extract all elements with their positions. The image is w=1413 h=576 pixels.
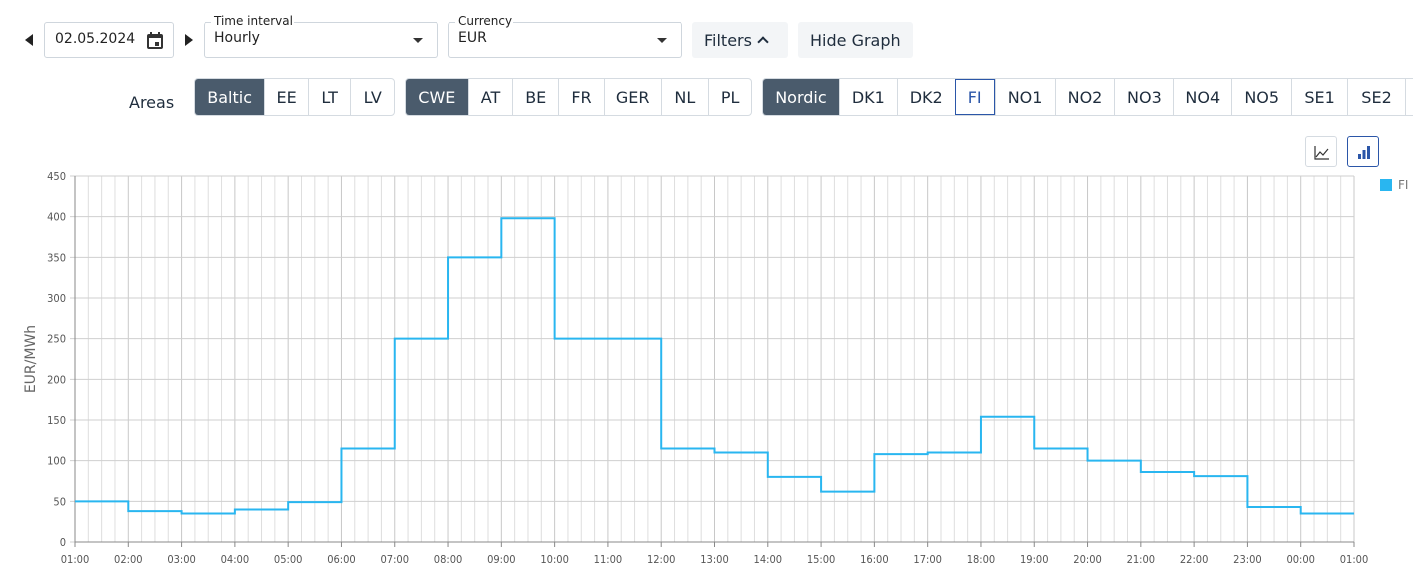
area-button-dk1[interactable]: DK1: [838, 79, 897, 115]
area-button-nordic[interactable]: Nordic: [763, 79, 839, 115]
hide-graph-label: Hide Graph: [810, 30, 901, 50]
hide-graph-button[interactable]: Hide Graph: [798, 22, 913, 58]
x-tick-label: 13:00: [700, 553, 729, 566]
area-button-no1[interactable]: NO1: [994, 79, 1055, 115]
area-button-no2[interactable]: NO2: [1054, 79, 1115, 115]
area-button-lt[interactable]: LT: [307, 79, 351, 115]
y-tick-label: 50: [53, 495, 66, 508]
x-tick-label: 19:00: [1020, 553, 1049, 566]
area-button-pl[interactable]: PL: [708, 79, 751, 115]
area-button-cwe[interactable]: CWE: [406, 79, 468, 115]
area-button-be[interactable]: BE: [512, 79, 558, 115]
area-group-nordic: Nordic DK1 DK2 FI NO1 NO2 NO3 NO4 NO5 SE…: [762, 78, 1413, 116]
x-tick-label: 11:00: [594, 553, 623, 566]
area-button-dk2[interactable]: DK2: [896, 79, 955, 115]
area-button-fi[interactable]: FI: [954, 79, 995, 115]
calendar-icon[interactable]: [147, 32, 163, 49]
y-tick-label: 450: [47, 170, 66, 183]
arrow-right-icon: [185, 34, 193, 46]
area-button-nl[interactable]: NL: [660, 79, 709, 115]
x-tick-label: 07:00: [380, 553, 409, 566]
filters-button[interactable]: Filters: [692, 22, 788, 58]
next-day-button[interactable]: [181, 29, 197, 51]
arrow-left-icon: [25, 34, 33, 46]
x-tick-label: 23:00: [1233, 553, 1262, 566]
x-tick-label: 15:00: [807, 553, 836, 566]
time-interval-label: Time interval: [213, 13, 294, 29]
area-button-baltic[interactable]: Baltic: [195, 79, 265, 115]
time-interval-select[interactable]: Time interval Hourly: [204, 13, 438, 58]
x-tick-label: 00:00: [1286, 553, 1315, 566]
x-tick-label: 09:00: [487, 553, 516, 566]
price-chart: 0 50 100 150 200 250 300 350 400 450 01:00 02:00 03:…: [23, 170, 1369, 566]
y-tick-label: 0: [60, 536, 66, 549]
y-tick-label: 350: [47, 251, 66, 264]
legend-label-fi[interactable]: FI: [1398, 178, 1409, 192]
date-picker[interactable]: 02.05.2024: [44, 22, 174, 58]
currency-label: Currency: [457, 13, 514, 29]
x-tick-label: 08:00: [434, 553, 463, 566]
y-axis-label: EUR/MWh: [23, 325, 39, 393]
previous-day-button[interactable]: [21, 29, 37, 51]
area-group-cwe: CWE AT BE FR GER NL PL: [405, 78, 752, 116]
x-tick-label: 04:00: [221, 553, 250, 566]
x-tick-label: 05:00: [274, 553, 303, 566]
area-button-no4[interactable]: NO4: [1173, 79, 1231, 115]
area-button-no5[interactable]: NO5: [1231, 79, 1291, 115]
x-tick-label: 01:00: [1340, 553, 1369, 566]
x-tick-label: 21:00: [1127, 553, 1156, 566]
bar-chart-toggle[interactable]: [1347, 136, 1379, 167]
area-button-no3[interactable]: NO3: [1114, 79, 1173, 115]
x-tick-label: 20:00: [1073, 553, 1102, 566]
y-tick-label: 250: [47, 333, 66, 346]
area-button-ee[interactable]: EE: [264, 79, 308, 115]
areas-label: Areas: [129, 93, 175, 112]
chevron-down-icon: [657, 38, 667, 43]
x-tick-label: 02:00: [114, 553, 143, 566]
legend-swatch-fi[interactable]: [1380, 179, 1392, 191]
y-tick-label: 300: [47, 292, 66, 305]
area-button-more[interactable]: [1404, 79, 1413, 115]
y-tick-label: 400: [47, 211, 66, 224]
x-tick-label: 03:00: [167, 553, 196, 566]
y-tick-label: 100: [47, 455, 66, 468]
area-button-fr[interactable]: FR: [558, 79, 604, 115]
area-button-lv[interactable]: LV: [350, 79, 394, 115]
x-tick-label: 10:00: [540, 553, 569, 566]
y-tick-label: 200: [47, 373, 66, 386]
x-tick-label: 16:00: [860, 553, 889, 566]
time-interval-value: Hourly: [214, 30, 260, 46]
y-tick-label: 150: [47, 414, 66, 427]
area-button-se2[interactable]: SE2: [1347, 79, 1405, 115]
x-tick-label: 06:00: [327, 553, 356, 566]
x-tick-label: 22:00: [1180, 553, 1209, 566]
x-tick-label: 01:00: [61, 553, 90, 566]
currency-select[interactable]: Currency EUR: [448, 13, 682, 58]
area-button-at[interactable]: AT: [467, 79, 513, 115]
chevron-up-icon: [757, 36, 769, 48]
x-tick-label: 17:00: [913, 553, 942, 566]
chevron-down-icon: [413, 38, 423, 43]
filters-label: Filters: [704, 30, 752, 50]
currency-value: EUR: [458, 30, 487, 46]
series-line-fi: [75, 217, 1354, 515]
bar-chart-icon: [1358, 146, 1370, 159]
line-chart-icon: [1314, 146, 1329, 160]
area-button-ger[interactable]: GER: [603, 79, 661, 115]
x-tick-label: 12:00: [647, 553, 676, 566]
date-value: 02.05.2024: [55, 31, 136, 47]
area-button-se1[interactable]: SE1: [1291, 79, 1347, 115]
area-group-baltic: Baltic EE LT LV: [194, 78, 395, 116]
x-tick-label: 18:00: [967, 553, 996, 566]
x-tick-label: 14:00: [754, 553, 783, 566]
line-chart-toggle[interactable]: [1305, 136, 1337, 167]
